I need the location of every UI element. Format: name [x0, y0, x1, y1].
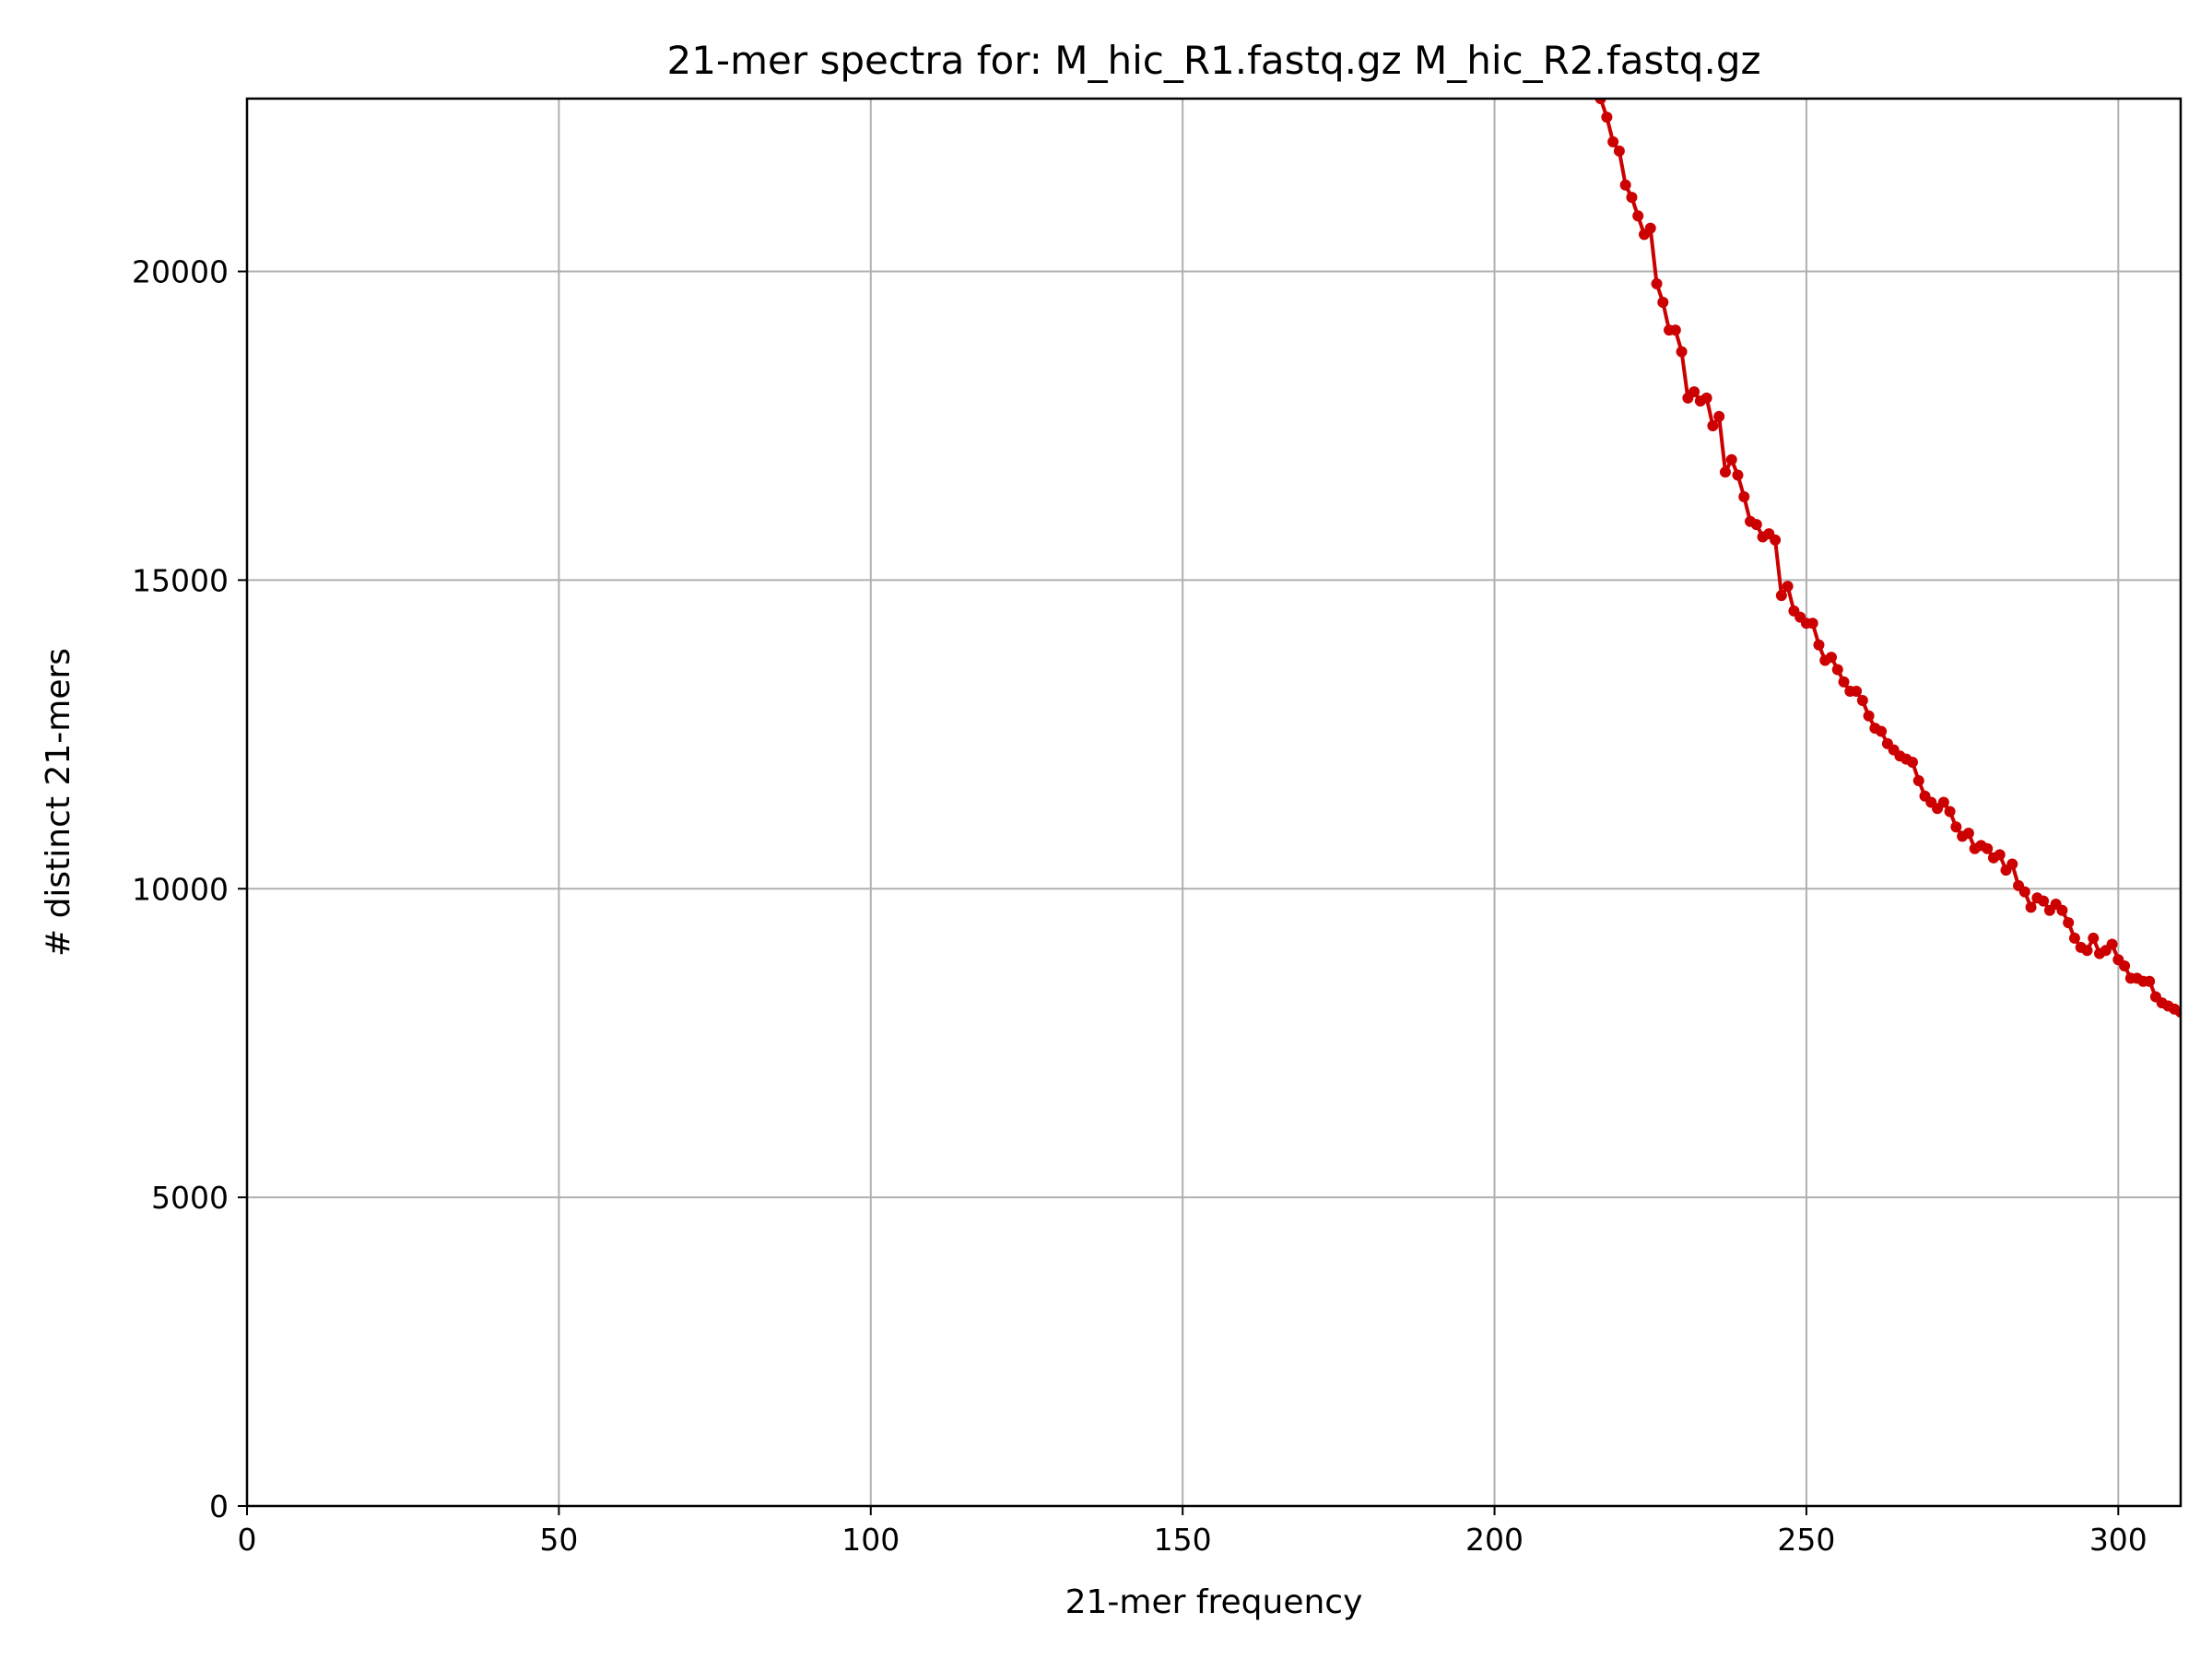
y-axis-label: # distinct 21-mers [40, 648, 77, 957]
data-point [2063, 917, 2075, 929]
data-point [1962, 827, 1974, 839]
data-point [2081, 945, 2093, 957]
data-point [1863, 710, 1875, 722]
x-tick-label: 150 [1154, 1522, 1212, 1558]
data-point [1906, 756, 1918, 768]
data-point [1613, 145, 1625, 157]
data-point [1937, 796, 1949, 808]
data-point [1982, 842, 1994, 854]
data-point [1738, 490, 1750, 502]
data-point [1782, 581, 1794, 593]
data-point [1700, 392, 1712, 404]
data-point [1856, 694, 1868, 706]
data-point [2006, 858, 2018, 870]
data-point [2175, 1006, 2181, 1018]
data-point [1657, 297, 1669, 309]
data-point [1651, 277, 1663, 289]
data-point [2056, 904, 2068, 916]
data-point [2068, 932, 2080, 944]
data-point [1594, 99, 1606, 104]
data-point [1944, 806, 1956, 818]
data-point [1607, 135, 1619, 147]
data-point [1713, 410, 1725, 422]
data-point [1601, 112, 1613, 124]
data-point [1707, 419, 1719, 431]
series-layer [1594, 99, 2181, 1018]
data-point [1994, 849, 2006, 861]
x-tick-label: 0 [238, 1522, 257, 1558]
data-point [1813, 639, 1825, 651]
data-point [2038, 895, 2050, 907]
data-point [2088, 932, 2100, 944]
y-tick-label: 20000 [132, 254, 229, 290]
y-tick-label: 10000 [132, 871, 229, 907]
data-point [1831, 664, 1843, 676]
data-point [1750, 519, 1762, 531]
series-line [1598, 99, 2181, 1014]
x-tick-label: 100 [841, 1522, 900, 1558]
x-axis-label: 21-mer frequency [1065, 1583, 1363, 1621]
chart-title: 21-mer spectra for: M_hic_R1.fastq.gz M_… [666, 38, 1760, 83]
data-point [1775, 590, 1787, 602]
data-point [1851, 685, 1863, 697]
data-point [2025, 901, 2037, 913]
data-point [1669, 324, 1681, 336]
plot-frame [245, 97, 2183, 1508]
data-point [1732, 469, 1744, 481]
data-point [1770, 534, 1782, 546]
data-point [1838, 676, 1850, 688]
axis-ticks: 0 50 100 150 200 250 300 0 5000 10000 15000 20000 [132, 254, 2147, 1558]
x-tick-label: 250 [1777, 1522, 1835, 1558]
series-0 [1594, 99, 2181, 1018]
data-point [1644, 222, 1656, 234]
data-point [1719, 466, 1731, 478]
grid-lines [247, 99, 2181, 1506]
x-tick-label: 300 [2089, 1522, 2147, 1558]
data-point [2018, 886, 2030, 898]
data-point [2106, 938, 2118, 950]
x-tick-label: 200 [1465, 1522, 1524, 1558]
data-point [1876, 725, 1888, 737]
y-tick-label: 0 [209, 1488, 229, 1524]
data-point [1950, 821, 1962, 833]
data-point [1688, 386, 1700, 398]
data-point [1626, 192, 1638, 204]
data-point [1676, 346, 1688, 358]
y-tick-label: 5000 [151, 1180, 229, 1216]
data-point [1725, 453, 1737, 465]
data-point [1632, 210, 1644, 222]
data-point [1619, 179, 1631, 191]
data-point [1912, 775, 1924, 787]
data-point [1826, 652, 1838, 664]
data-point [2119, 959, 2131, 971]
y-tick-label: 15000 [132, 562, 229, 598]
x-tick-label: 50 [539, 1522, 578, 1558]
data-point [1806, 618, 1818, 629]
data-point [2144, 975, 2156, 987]
